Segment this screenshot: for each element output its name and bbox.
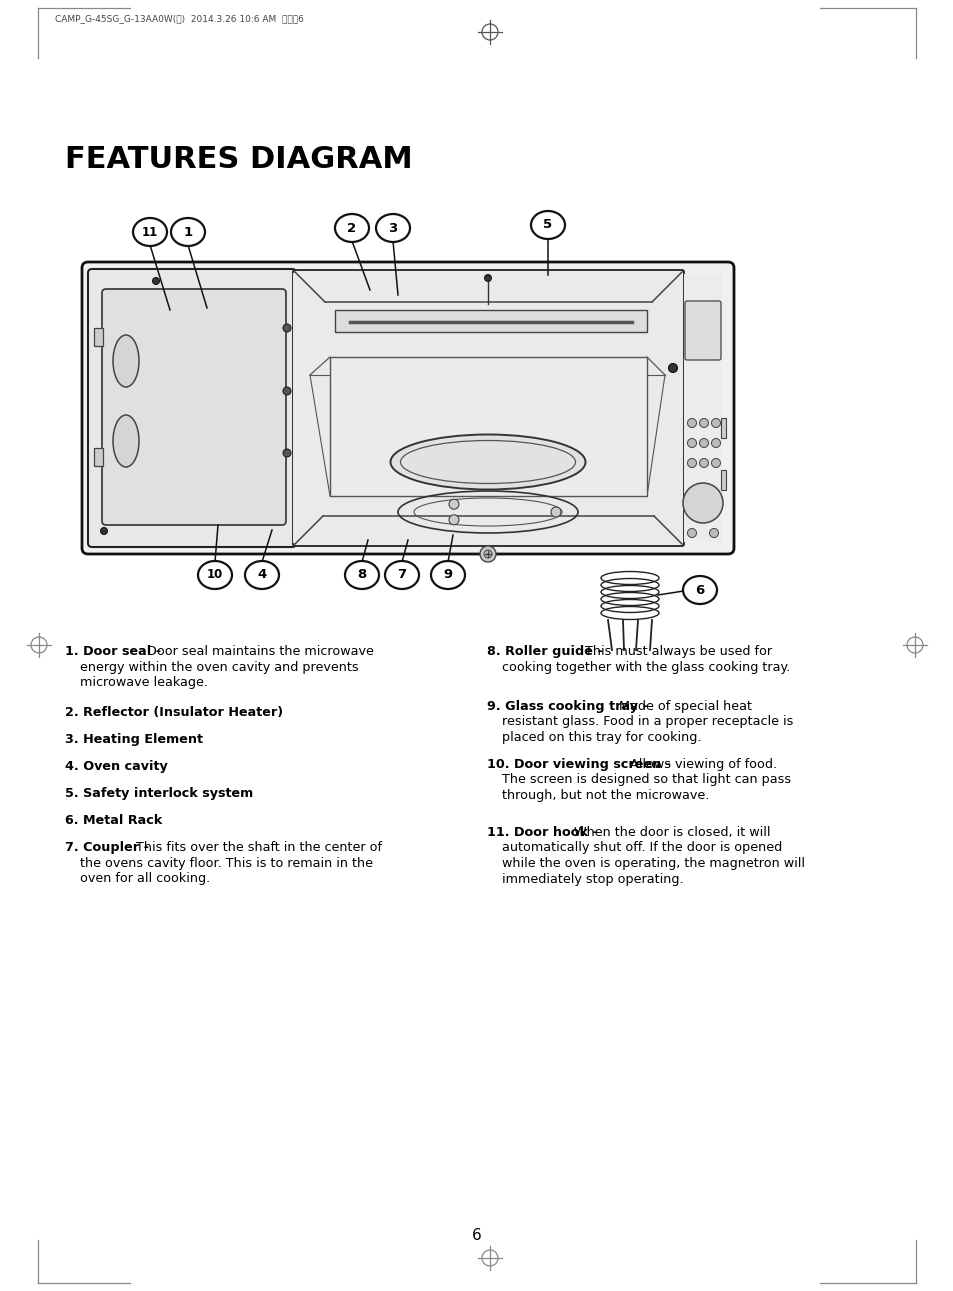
Text: 1. Door seal -: 1. Door seal - <box>65 646 161 658</box>
Text: 11. Door hook -: 11. Door hook - <box>486 826 598 839</box>
Ellipse shape <box>198 562 232 589</box>
Bar <box>293 272 294 544</box>
Bar <box>683 274 721 542</box>
Text: oven for all cooking.: oven for all cooking. <box>80 871 210 886</box>
Circle shape <box>152 278 159 284</box>
Circle shape <box>449 515 458 525</box>
Text: 8. Roller guide -: 8. Roller guide - <box>486 646 602 658</box>
Circle shape <box>687 439 696 448</box>
Circle shape <box>711 418 720 427</box>
FancyBboxPatch shape <box>293 270 683 546</box>
Text: 6: 6 <box>695 584 704 596</box>
Circle shape <box>283 324 291 332</box>
Circle shape <box>699 439 708 448</box>
Text: Made of special heat: Made of special heat <box>614 700 751 713</box>
Ellipse shape <box>335 214 369 241</box>
Text: 10. Door viewing screen -: 10. Door viewing screen - <box>486 758 670 771</box>
Text: 4. Oven cavity: 4. Oven cavity <box>65 760 168 773</box>
Text: This must always be used for: This must always be used for <box>580 646 772 658</box>
Ellipse shape <box>375 214 410 241</box>
Ellipse shape <box>431 562 464 589</box>
Text: energy within the oven cavity and prevents: energy within the oven cavity and preven… <box>80 661 358 674</box>
Circle shape <box>479 546 496 562</box>
Circle shape <box>711 439 720 448</box>
Ellipse shape <box>531 210 564 239</box>
FancyBboxPatch shape <box>684 301 720 360</box>
Text: immediately stop operating.: immediately stop operating. <box>501 873 683 886</box>
Ellipse shape <box>112 414 139 467</box>
Text: 11: 11 <box>142 226 158 239</box>
Text: Door seal maintains the microwave: Door seal maintains the microwave <box>143 646 374 658</box>
Text: microwave leakage.: microwave leakage. <box>80 676 208 689</box>
Text: 2. Reflector (Insulator Heater): 2. Reflector (Insulator Heater) <box>65 706 283 719</box>
Text: 9. Glass cooking tray -: 9. Glass cooking tray - <box>486 700 647 713</box>
Bar <box>330 358 646 496</box>
Ellipse shape <box>132 218 167 247</box>
Text: cooking together with the glass cooking tray.: cooking together with the glass cooking … <box>501 661 789 674</box>
Circle shape <box>687 418 696 427</box>
Text: 2: 2 <box>347 222 356 235</box>
Circle shape <box>483 550 492 558</box>
Circle shape <box>551 507 560 516</box>
Text: CAMP_G-45SG_G-13AA0W(업)  2014.3.26 10:6 AM  페이지6: CAMP_G-45SG_G-13AA0W(업) 2014.3.26 10:6 A… <box>55 14 304 23</box>
Bar <box>335 310 646 332</box>
Text: When the door is closed, it will: When the door is closed, it will <box>570 826 770 839</box>
Circle shape <box>283 449 291 457</box>
Text: 9: 9 <box>443 568 452 581</box>
Circle shape <box>682 483 722 523</box>
Ellipse shape <box>245 562 278 589</box>
Circle shape <box>283 387 291 395</box>
Text: FEATURES DIAGRAM: FEATURES DIAGRAM <box>65 145 413 174</box>
Text: 6. Metal Rack: 6. Metal Rack <box>65 815 162 828</box>
Text: 8: 8 <box>357 568 366 581</box>
Bar <box>720 418 725 438</box>
Text: 7. Coupler -: 7. Coupler - <box>65 840 149 855</box>
Ellipse shape <box>112 334 139 387</box>
Ellipse shape <box>385 562 418 589</box>
Text: 5: 5 <box>543 218 552 231</box>
Text: 3. Heating Element: 3. Heating Element <box>65 733 203 746</box>
Text: automatically shut off. If the door is opened: automatically shut off. If the door is o… <box>501 842 781 855</box>
Text: 4: 4 <box>257 568 266 581</box>
Ellipse shape <box>345 562 378 589</box>
Text: 10: 10 <box>207 568 223 581</box>
Circle shape <box>687 458 696 467</box>
Text: 1: 1 <box>183 226 193 239</box>
Text: placed on this tray for cooking.: placed on this tray for cooking. <box>501 731 700 744</box>
Text: 6: 6 <box>472 1228 481 1243</box>
FancyBboxPatch shape <box>102 289 286 525</box>
Ellipse shape <box>171 218 205 247</box>
Ellipse shape <box>682 576 717 604</box>
Circle shape <box>699 458 708 467</box>
Text: the ovens cavity floor. This is to remain in the: the ovens cavity floor. This is to remai… <box>80 856 373 870</box>
Circle shape <box>100 528 108 534</box>
Circle shape <box>668 364 677 373</box>
Text: 5. Safety interlock system: 5. Safety interlock system <box>65 788 253 800</box>
Circle shape <box>709 528 718 537</box>
FancyBboxPatch shape <box>82 262 733 554</box>
Text: 3: 3 <box>388 222 397 235</box>
Text: while the oven is operating, the magnetron will: while the oven is operating, the magnetr… <box>501 857 804 870</box>
Text: Allows viewing of food.: Allows viewing of food. <box>625 758 776 771</box>
Bar <box>94 328 103 346</box>
Circle shape <box>711 458 720 467</box>
Bar <box>720 470 725 491</box>
Text: This fits over the shaft in the center of: This fits over the shaft in the center o… <box>132 840 381 855</box>
Ellipse shape <box>390 435 585 489</box>
Text: resistant glass. Food in a proper receptacle is: resistant glass. Food in a proper recept… <box>501 715 793 728</box>
FancyBboxPatch shape <box>88 269 295 547</box>
Circle shape <box>449 500 458 509</box>
Circle shape <box>699 418 708 427</box>
Text: through, but not the microwave.: through, but not the microwave. <box>501 789 709 802</box>
Text: 7: 7 <box>397 568 406 581</box>
Text: The screen is designed so that light can pass: The screen is designed so that light can… <box>501 773 790 786</box>
Circle shape <box>687 528 696 537</box>
Circle shape <box>484 275 491 281</box>
Bar <box>94 448 103 466</box>
